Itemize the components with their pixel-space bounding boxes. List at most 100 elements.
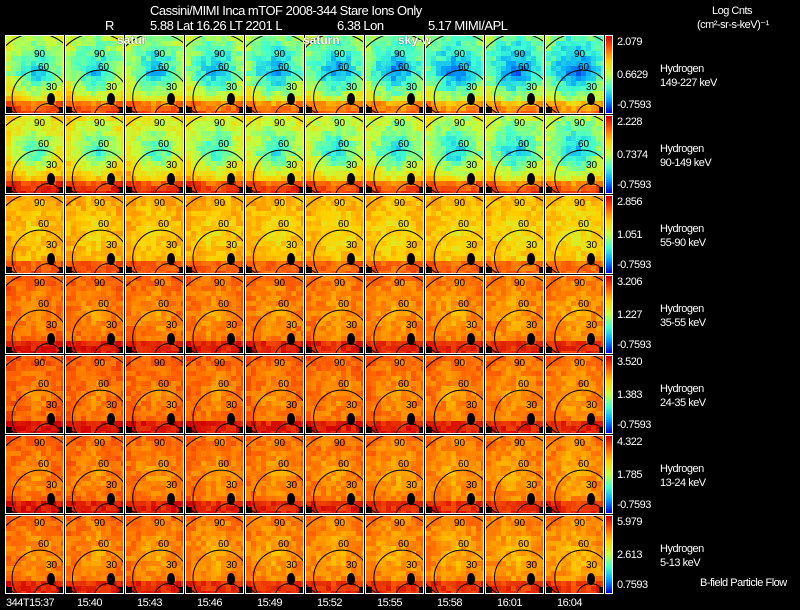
fov-mask [419,107,423,113]
heatmap-cell [26,251,32,257]
heatmap-cell [241,41,243,47]
heatmap-cell [516,61,522,67]
heatmap-cell [531,186,537,192]
heatmap-cell [31,176,37,182]
heatmap-panel: 90 60 30 [65,115,124,194]
heatmap-cell [371,86,377,92]
heatmap-cell [31,36,37,42]
heatmap-cell [161,101,167,107]
heatmap-cell [196,51,202,57]
heatmap-cell [181,161,183,167]
heatmap-cell [81,246,87,252]
heatmap-cell [351,106,357,112]
heatmap-cell [221,86,227,92]
heatmap-cell [451,131,457,137]
heatmap-cell [161,191,167,193]
heatmap-cell [86,216,92,222]
heatmap-cell [521,126,527,132]
heatmap-cell [236,86,242,92]
heatmap-cell [236,186,242,192]
heatmap-cell [271,161,277,167]
heatmap-cell [86,66,92,72]
heatmap-cell [576,131,582,137]
heatmap-cell [41,176,47,182]
heatmap-cell [26,266,32,272]
heatmap-cell [126,216,132,222]
heatmap-cell [121,41,123,47]
heatmap-cell [366,166,372,172]
heatmap-cell [231,56,237,62]
heatmap-cell [516,171,522,177]
heatmap-cell [11,161,17,167]
heatmap-cell [426,121,432,127]
heatmap-cell [211,86,217,92]
heatmap-cell [511,56,517,62]
heatmap-cell [396,126,402,132]
heatmap-cell [296,171,302,177]
heatmap-cell [71,146,77,152]
heatmap-panel: 90 60 30 [305,115,364,194]
heatmap-cell [561,56,567,62]
heatmap-cell [511,176,517,182]
heatmap-cell [571,171,577,177]
heatmap-cell [496,51,502,57]
heatmap-cell [501,116,507,122]
heatmap-cell [146,196,152,202]
heatmap-cell [376,156,382,162]
heatmap-cell [6,196,12,202]
heatmap-cell [21,156,27,162]
heatmap-cell [251,186,257,192]
heatmap-cell [461,106,467,112]
heatmap-cell [146,231,152,237]
heatmap-cell [136,226,142,232]
heatmap-cell [321,101,327,107]
heatmap-cell [451,186,457,192]
heatmap-cell [216,151,222,157]
heatmap-cell [311,81,317,87]
heatmap-cell [221,251,227,257]
heatmap-cell [336,51,342,57]
heatmap-cell [336,86,342,92]
heatmap-cell [66,131,72,137]
heatmap-cell [31,201,37,207]
heatmap-cell [526,171,532,177]
heatmap-cell [586,51,592,57]
heatmap-cell [111,196,117,202]
heatmap-cell [421,146,423,152]
heatmap-cell [366,141,372,147]
heatmap-cell [306,101,312,107]
heatmap-cell [371,36,377,42]
heatmap-cell [601,76,603,82]
contour-label: 90 [34,118,46,129]
heatmap-cell [436,71,442,77]
heatmap-cell [586,76,592,82]
heatmap-cell [111,56,117,62]
heatmap-cell [316,171,322,177]
heatmap-cell [446,161,452,167]
heatmap-cell [156,236,162,242]
heatmap-cell [336,66,342,72]
heatmap-cell [571,91,577,97]
heatmap-cell [296,86,302,92]
heatmap-cell [266,51,272,57]
heatmap-cell [411,86,417,92]
heatmap-cell [316,146,322,152]
heatmap-cell [126,61,132,67]
heatmap-cell [441,126,447,132]
heatmap-cell [76,221,82,227]
heatmap-cell [41,81,47,87]
heatmap-cell [581,141,587,147]
heatmap-cell [456,51,462,57]
heatmap-cell [286,186,292,192]
heatmap-cell [591,171,597,177]
heatmap-cell [231,111,237,113]
heatmap-cell [436,116,442,122]
heatmap-cell [541,36,543,42]
heatmap-cell [246,226,252,232]
heatmap-cell [211,46,217,52]
heatmap-cell [496,136,502,142]
heatmap-cell [76,76,82,82]
heatmap-cell [171,36,177,42]
heatmap-cell [61,176,63,182]
heatmap-cell [256,66,262,72]
